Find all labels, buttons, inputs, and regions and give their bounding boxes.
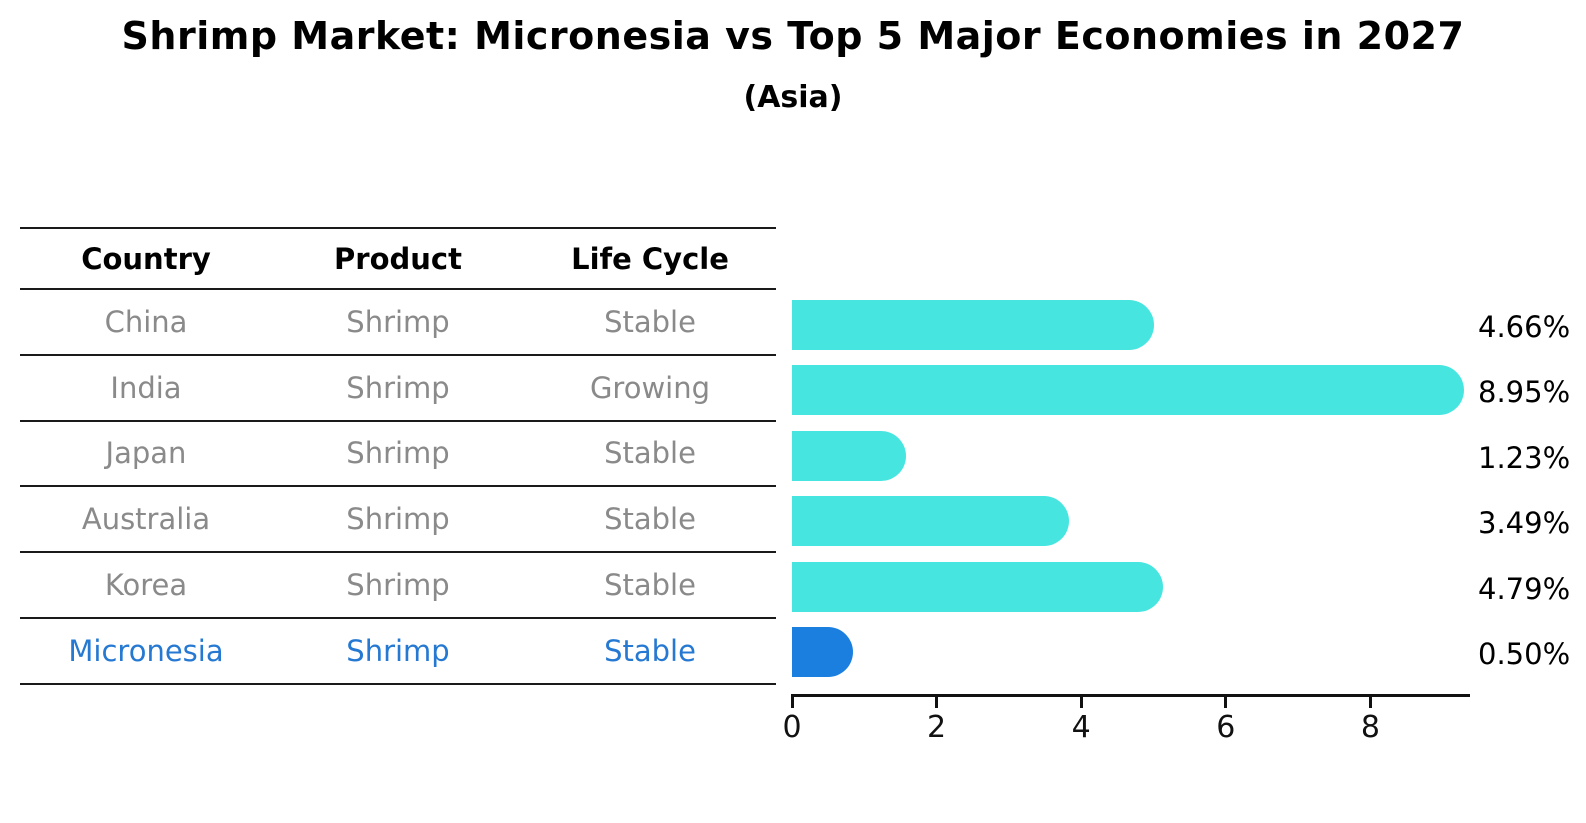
table-header-row: Country Product Life Cycle xyxy=(20,229,776,290)
value-label-india: 8.95% xyxy=(1478,375,1571,410)
bar-china xyxy=(792,300,1154,350)
chart-subtitle: (Asia) xyxy=(743,80,843,115)
country-table: Country Product Life Cycle China Shrimp … xyxy=(20,227,776,685)
value-label-australia: 3.49% xyxy=(1478,506,1571,541)
table-row: Australia Shrimp Stable xyxy=(20,487,776,554)
table-row: Korea Shrimp Stable xyxy=(20,553,776,619)
bar-korea xyxy=(792,561,1164,612)
x-axis-tick-label: 8 xyxy=(1360,710,1380,745)
value-label-china: 4.66% xyxy=(1478,310,1571,344)
value-label-japan: 1.23% xyxy=(1478,440,1571,475)
column-header-life-cycle: Life Cycle xyxy=(571,241,729,276)
column-header-product: Product xyxy=(334,241,462,276)
cell-country: Japan xyxy=(105,436,187,471)
cell-product: Shrimp xyxy=(346,304,450,339)
cell-country: Micronesia xyxy=(68,633,224,668)
cell-product: Shrimp xyxy=(346,633,450,668)
x-axis-tick xyxy=(1224,694,1228,708)
x-axis-tick-label: 0 xyxy=(782,710,802,745)
cell-country: China xyxy=(104,304,188,339)
column-header-country: Country xyxy=(81,241,211,276)
x-axis-tick-label: 4 xyxy=(1071,710,1091,745)
cell-product: Shrimp xyxy=(346,568,450,603)
table-row: Micronesia Shrimp Stable xyxy=(20,619,776,685)
value-label-micronesia: 0.50% xyxy=(1478,637,1571,671)
bar-australia xyxy=(792,496,1070,547)
cell-product: Shrimp xyxy=(346,436,450,471)
cell-life-cycle: Stable xyxy=(604,502,696,537)
x-axis-tick xyxy=(790,694,794,708)
table-body: China Shrimp Stable India Shrimp Growing… xyxy=(20,290,776,685)
table-row: China Shrimp Stable xyxy=(20,290,776,356)
bar-micronesia xyxy=(792,627,854,677)
cell-country: India xyxy=(110,370,182,405)
value-label-korea: 4.79% xyxy=(1478,571,1571,606)
x-axis-tick-label: 2 xyxy=(927,710,947,745)
bar-india xyxy=(792,365,1465,416)
cell-product: Shrimp xyxy=(346,370,450,405)
chart-title: Shrimp Market: Micronesia vs Top 5 Major… xyxy=(121,14,1465,58)
cell-country: Australia xyxy=(81,502,211,537)
cell-country: Korea xyxy=(104,568,188,603)
cell-life-cycle: Growing xyxy=(589,370,711,405)
cell-life-cycle: Stable xyxy=(604,304,696,339)
bar-japan xyxy=(792,430,906,481)
x-axis-tick xyxy=(1079,694,1083,708)
x-axis-line xyxy=(792,694,1470,697)
x-axis-tick-label: 6 xyxy=(1216,710,1236,745)
cell-life-cycle: Stable xyxy=(604,436,696,471)
table-row: Japan Shrimp Stable xyxy=(20,422,776,488)
x-axis-tick xyxy=(935,694,939,708)
table-row: India Shrimp Growing xyxy=(20,356,776,422)
cell-life-cycle: Stable xyxy=(604,633,696,668)
x-axis-tick xyxy=(1368,694,1372,708)
cell-life-cycle: Stable xyxy=(604,568,696,603)
cell-product: Shrimp xyxy=(346,502,450,537)
